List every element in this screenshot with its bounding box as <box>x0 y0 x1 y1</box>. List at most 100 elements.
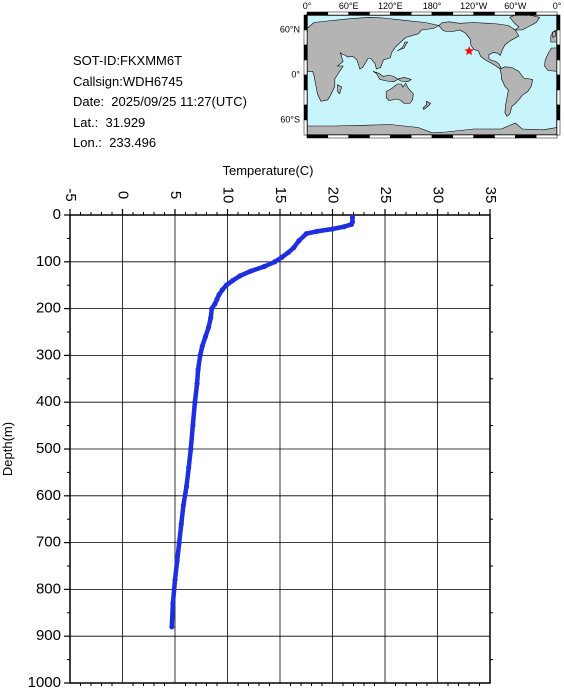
y-tick-label: 700 <box>36 534 61 551</box>
y-tick-label: 500 <box>36 440 61 457</box>
data-point <box>223 282 230 288</box>
data-point <box>206 324 212 330</box>
y-tick-label: 600 <box>36 487 61 504</box>
data-point <box>183 483 190 490</box>
landmass <box>306 16 440 102</box>
landmass <box>544 47 558 72</box>
map-longitude-label: 0° <box>553 1 562 11</box>
y-tick-label: 800 <box>36 580 61 597</box>
y-tick-labels: 0 100 200 300 400 500 600 700 800 900 1000 <box>28 206 61 690</box>
x-tick-label: 10 <box>220 187 237 204</box>
data-point <box>230 277 236 284</box>
data-point <box>303 231 309 237</box>
data-point <box>348 221 354 227</box>
chart-ticks <box>64 209 493 686</box>
data-point <box>261 263 267 270</box>
y-tick-label: 200 <box>36 300 61 317</box>
map-latitude-label: 60°N <box>280 24 300 34</box>
x-tick-labels: -5 0 5 10 15 20 25 30 35 <box>62 187 499 204</box>
y-tick-label: 900 <box>36 627 61 644</box>
landmass <box>438 21 520 70</box>
data-point <box>199 343 205 349</box>
data-point <box>202 334 209 340</box>
x-tick-label: -5 <box>62 188 79 201</box>
data-point <box>169 624 175 630</box>
y-tick-label: 1000 <box>28 674 61 690</box>
data-point <box>209 306 215 312</box>
data-point <box>248 268 254 274</box>
data-point <box>285 249 291 256</box>
data-point <box>194 380 200 387</box>
callsign-text: Callsign:WDH6745 <box>73 73 183 89</box>
map-longitude-labels: 0° 60°E 120°E 180° 120°W 60°W 0° <box>303 1 562 11</box>
data-point <box>349 214 356 220</box>
float-info-panel: SOT-ID:FKXMM6T Callsign:WDH6745 Date: 20… <box>73 51 247 154</box>
data-point <box>188 446 194 452</box>
map-longitude-label: 120°W <box>460 1 488 11</box>
map-longitude-label: 60°W <box>504 1 527 11</box>
longitude-text: Lon.: 233.496 <box>73 135 157 150</box>
data-point <box>195 366 201 373</box>
landmass <box>499 66 534 117</box>
data-point <box>192 399 198 405</box>
data-point <box>186 465 192 471</box>
x-axis-title: Temperature(C) <box>222 163 313 178</box>
data-point <box>170 600 176 607</box>
y-tick-label: 300 <box>36 346 61 363</box>
y-axis-title: Depth(m) <box>0 422 15 476</box>
x-tick-label: 20 <box>325 187 342 204</box>
map-land <box>306 14 558 136</box>
x-tick-label: 30 <box>430 187 447 204</box>
y-tick-label: 400 <box>36 393 61 410</box>
data-point <box>212 301 218 307</box>
data-point <box>237 273 243 279</box>
data-point <box>314 228 320 234</box>
y-tick-label: 100 <box>36 253 61 270</box>
x-tick-label: 25 <box>377 187 394 204</box>
temperature-profile-series <box>169 214 356 630</box>
landmass <box>372 71 412 83</box>
x-tick-label: 5 <box>167 191 184 199</box>
data-point <box>341 224 347 230</box>
location-marker-icon <box>464 46 474 56</box>
map-frame-segment <box>535 11 558 16</box>
data-point <box>329 226 336 232</box>
chart-grid <box>70 215 490 683</box>
y-tick-label: 0 <box>53 206 61 223</box>
latitude-text: Lat.: 31.929 <box>73 114 146 130</box>
data-point <box>190 423 196 429</box>
map-frame-segment <box>535 134 558 139</box>
map-longitude-label: 60°E <box>339 1 359 11</box>
data-point <box>197 352 203 358</box>
data-point <box>279 254 285 260</box>
landmass <box>397 41 409 52</box>
map-frame <box>303 11 561 139</box>
map-longitude-label: 180° <box>423 1 442 11</box>
landmass <box>551 31 556 39</box>
map-frame-segment <box>303 119 308 136</box>
landmass <box>337 84 343 95</box>
landmass <box>422 100 432 110</box>
data-point <box>291 245 297 251</box>
sot-id-text: SOT-ID:FKXMM6T <box>73 53 183 68</box>
x-tick-label: 35 <box>482 187 499 204</box>
map-frame-segment <box>556 119 561 136</box>
data-point <box>214 296 220 302</box>
landmass <box>385 82 414 104</box>
map-longitude-label: 120°E <box>378 1 403 11</box>
map-latitude-label: 0° <box>291 69 300 79</box>
map-latitude-labels: 60°N 0° 60°S <box>280 24 301 124</box>
map-latitude-label: 60°S <box>280 114 300 124</box>
data-point <box>180 502 186 508</box>
date-text: Date: 2025/09/25 11:27(UTC) <box>73 94 247 109</box>
data-point <box>174 558 180 564</box>
x-tick-label: 15 <box>272 187 289 204</box>
data-point <box>296 238 302 244</box>
temperature-line <box>169 215 355 630</box>
data-point <box>219 287 225 293</box>
data-point <box>272 259 278 265</box>
data-point <box>216 291 222 298</box>
data-point <box>172 577 178 583</box>
